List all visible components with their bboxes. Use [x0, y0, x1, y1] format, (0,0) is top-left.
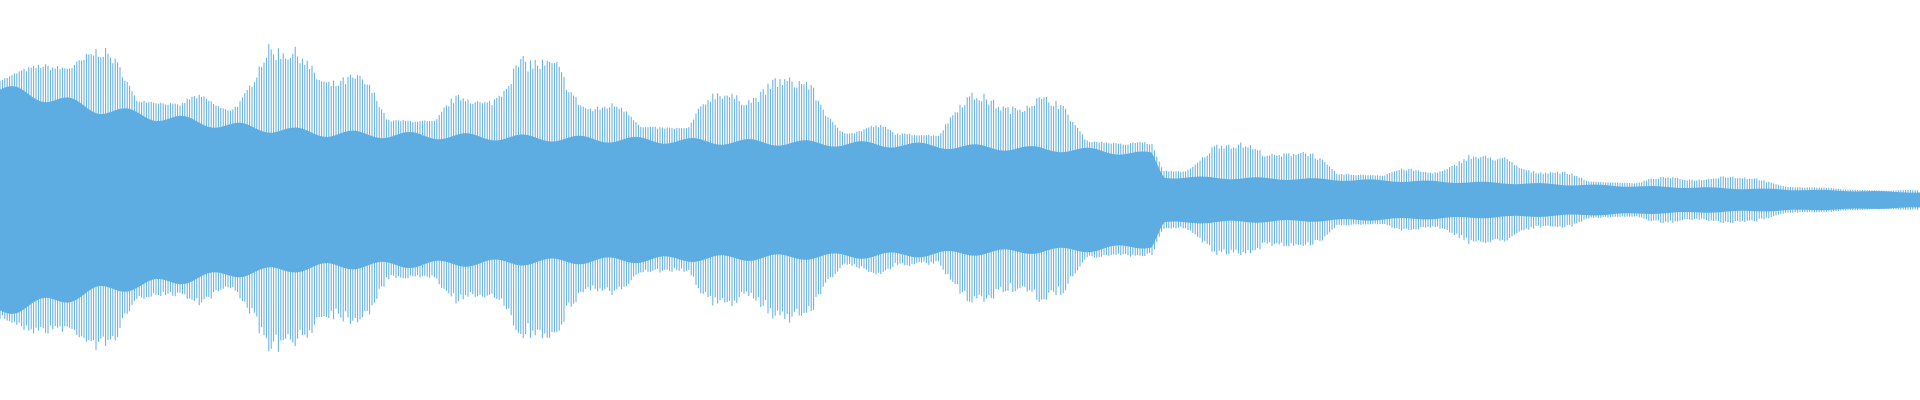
waveform-core-envelope	[0, 86, 1920, 314]
